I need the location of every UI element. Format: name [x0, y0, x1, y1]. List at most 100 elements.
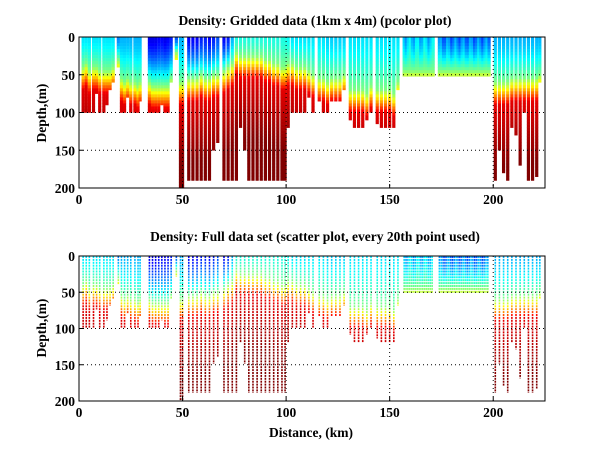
pcolor-cell: [231, 64, 234, 67]
pcolor-cell: [276, 70, 279, 73]
pcolor-cell: [376, 100, 379, 103]
pcolor-cell: [357, 94, 360, 97]
pcolor-cell: [227, 131, 230, 134]
pcolor-cell: [243, 122, 246, 125]
pcolor-cell: [251, 82, 254, 85]
pcolor-cell: [260, 113, 263, 116]
scatter-point: [164, 259, 166, 261]
scatter-point: [205, 352, 207, 354]
pcolor-cell: [227, 146, 230, 149]
pcolor-cell: [494, 164, 497, 167]
pcolor-cell: [138, 91, 141, 94]
pcolor-cell: [170, 58, 173, 61]
pcolor-cell: [222, 49, 225, 52]
pcolor-cell: [163, 58, 166, 61]
scatter-point: [89, 265, 91, 267]
scatter-point: [164, 291, 166, 293]
pcolor-cell: [369, 52, 372, 55]
pcolor-cell: [326, 61, 329, 64]
pcolor-cell: [322, 100, 325, 103]
scatter-point: [200, 343, 202, 345]
pcolor-cell: [494, 131, 497, 134]
pcolor-cell: [243, 64, 246, 67]
scatter-point: [137, 262, 139, 264]
scatter-point: [161, 294, 163, 296]
scatter-point: [112, 273, 114, 275]
pcolor-cell: [126, 94, 129, 97]
pcolor-cell: [154, 100, 157, 103]
scatter-point: [205, 288, 207, 290]
scatter-point: [244, 300, 246, 302]
x-tick-label: 0: [76, 192, 83, 207]
scatter-point: [109, 300, 111, 302]
pcolor-cell: [166, 103, 169, 106]
pcolor-cell: [272, 119, 275, 122]
pcolor-cell: [527, 155, 530, 158]
pcolor-cell: [88, 61, 91, 64]
scatter-point: [200, 349, 202, 351]
pcolor-cell: [361, 122, 364, 125]
pcolor-cell: [349, 76, 352, 79]
scatter-point: [149, 294, 151, 296]
pcolor-cell: [506, 106, 509, 109]
pcolor-cell: [498, 119, 501, 122]
scatter-point: [106, 285, 108, 287]
pcolor-cell: [222, 128, 225, 131]
pcolor-cell: [506, 40, 509, 43]
pcolor-cell: [361, 55, 364, 58]
scatter-point: [240, 294, 242, 296]
pcolor-cell: [487, 61, 490, 64]
pcolor-cell: [187, 103, 190, 106]
pcolor-cell: [311, 100, 314, 103]
pcolor-cell: [303, 91, 306, 94]
pcolor-cell: [527, 43, 530, 46]
pcolor-cell: [535, 76, 538, 79]
pcolor-cell: [299, 88, 302, 91]
pcolor-cell: [380, 46, 383, 49]
pcolor-cell: [287, 97, 290, 100]
scatter-point: [223, 276, 225, 278]
pcolor-cell: [204, 70, 207, 73]
pcolor-cell: [307, 49, 310, 52]
pcolor-cell: [276, 152, 279, 155]
pcolor-cell: [133, 73, 136, 76]
scatter-point: [82, 294, 84, 296]
pcolor-cell: [148, 55, 151, 58]
pcolor-cell: [251, 146, 254, 149]
pcolor-cell: [239, 116, 242, 119]
pcolor-cell: [88, 100, 91, 103]
scatter-point: [118, 259, 120, 261]
scatter-point: [248, 262, 250, 264]
scatter-point: [85, 265, 87, 267]
pcolor-cell: [276, 82, 279, 85]
pcolor-cell: [92, 94, 95, 97]
scatter-point: [158, 311, 160, 313]
pcolor-cell: [235, 158, 238, 161]
scatter-point: [158, 285, 160, 287]
scatter-point: [200, 268, 202, 270]
pcolor-cell: [123, 64, 126, 67]
pcolor-cell: [243, 76, 246, 79]
pcolor-cell: [82, 88, 85, 91]
pcolor-cell: [204, 158, 207, 161]
scatter-point: [103, 288, 105, 290]
scatter-point: [164, 323, 166, 325]
pcolor-cell: [239, 52, 242, 55]
pcolor-cell: [498, 82, 501, 85]
pcolor-cell: [129, 70, 132, 73]
scatter-point: [158, 300, 160, 302]
pcolor-cell: [195, 119, 198, 122]
pcolor-cell: [318, 70, 321, 73]
pcolor-cell: [502, 161, 505, 164]
scatter-point: [213, 279, 215, 281]
scatter-point: [149, 320, 151, 322]
pcolor-cell: [380, 43, 383, 46]
scatter-point: [96, 268, 98, 270]
pcolor-cell: [498, 134, 501, 137]
pcolor-cell: [187, 97, 190, 100]
scatter-point: [196, 317, 198, 319]
scatter-point: [112, 259, 114, 261]
scatter-point: [252, 268, 254, 270]
pcolor-cell: [105, 40, 108, 43]
pcolor-cell: [227, 125, 230, 128]
